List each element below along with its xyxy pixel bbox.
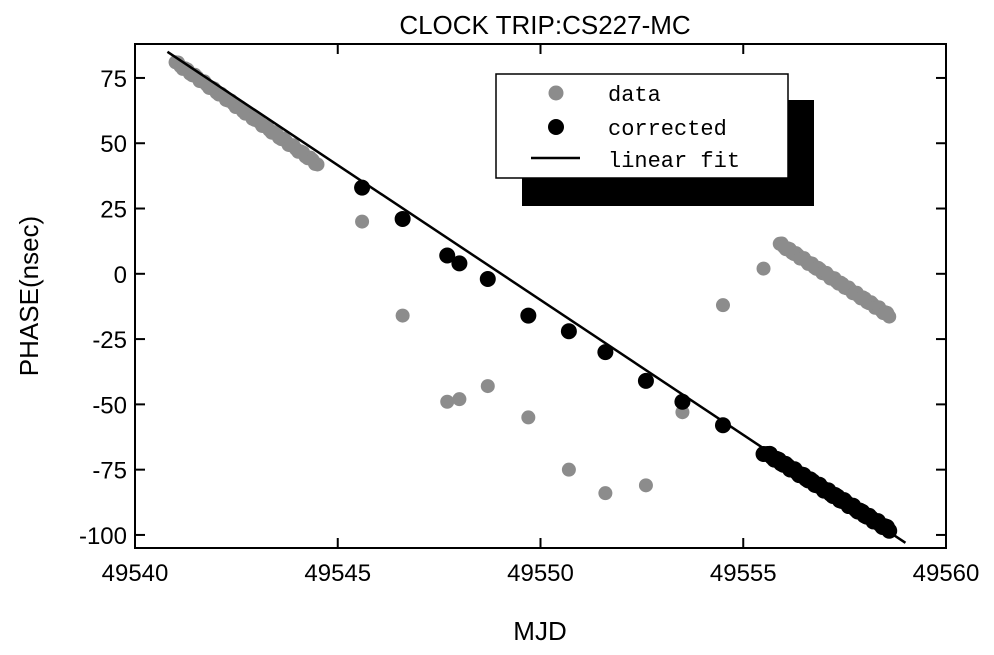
- data-point: [440, 394, 455, 409]
- x-tick-label: 49550: [507, 560, 574, 587]
- x-tick-label: 49560: [913, 560, 980, 587]
- corrected-point: [451, 255, 468, 272]
- data-point: [452, 392, 467, 407]
- legend-marker-data: [548, 85, 564, 101]
- corrected-point: [354, 179, 371, 196]
- data-point: [598, 486, 613, 501]
- legend: data corrected linear fit: [495, 73, 814, 206]
- x-tick-label: 49545: [304, 560, 371, 587]
- y-tick-label: 75: [100, 66, 127, 93]
- y-tick-label: -25: [92, 327, 127, 354]
- y-axis-label: PHASE(nsec): [14, 216, 44, 376]
- chart-title: CLOCK TRIP:CS227-MC: [399, 10, 690, 40]
- plot-marks: [166, 50, 907, 544]
- data-point: [480, 379, 495, 394]
- y-tick-label: -50: [92, 392, 127, 419]
- y-tick-label: 25: [100, 197, 127, 224]
- corrected-point: [439, 247, 456, 264]
- data-point: [561, 462, 576, 477]
- data-point: [715, 298, 730, 313]
- corrected-point: [560, 323, 577, 340]
- data-point: [395, 308, 410, 323]
- legend-label-data: data: [608, 83, 661, 108]
- corrected-point: [479, 271, 496, 288]
- corrected-point: [520, 307, 537, 324]
- data-point: [310, 157, 325, 172]
- legend-label-linear-fit: linear fit: [608, 149, 740, 174]
- corrected-point: [597, 344, 614, 361]
- data-point: [521, 410, 536, 425]
- y-tick-label: 50: [100, 131, 127, 158]
- data-point: [756, 261, 771, 276]
- y-tick-label: -100: [79, 523, 127, 550]
- legend-label-corrected: corrected: [608, 117, 727, 142]
- corrected-point: [637, 372, 654, 389]
- axis-ticks: 49540 49545 49550 49555 49560 75 50 25 0 -25 -50 -7…: [79, 44, 979, 587]
- y-tick-label: 0: [114, 262, 127, 289]
- data-point: [638, 478, 653, 493]
- corrected-point: [674, 393, 691, 410]
- y-tick-label: -75: [92, 458, 127, 485]
- legend-box: [495, 73, 789, 179]
- corrected-point: [714, 417, 731, 434]
- data-point: [355, 214, 370, 229]
- x-tick-label: 49555: [710, 560, 777, 587]
- corrected-point: [881, 522, 898, 539]
- x-tick-label: 49540: [102, 560, 169, 587]
- legend-marker-corrected: [548, 119, 564, 135]
- data-point: [882, 309, 897, 324]
- corrected-point: [394, 210, 411, 227]
- x-axis-label: MJD: [513, 616, 566, 646]
- corrected-point: [755, 445, 772, 462]
